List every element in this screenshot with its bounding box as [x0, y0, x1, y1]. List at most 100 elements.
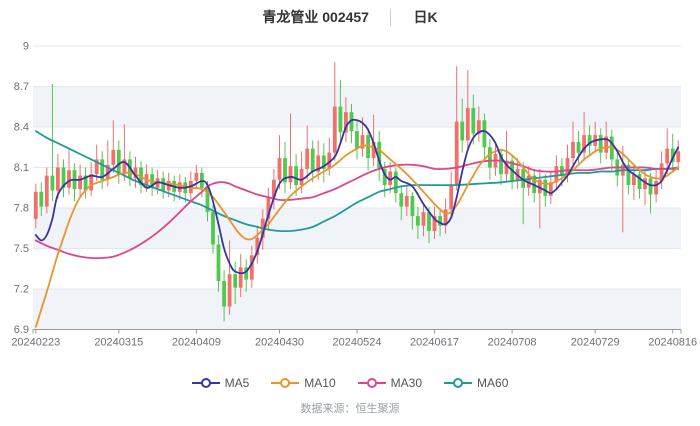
- candle-body: [632, 174, 636, 185]
- title-separator: │: [386, 9, 396, 25]
- candle-body: [249, 255, 254, 280]
- candle-body: [294, 166, 298, 186]
- candle-body: [238, 267, 243, 288]
- candle-body: [272, 179, 276, 198]
- legend-label: MA30: [390, 376, 423, 390]
- x-axis-label: 20240729: [571, 337, 620, 349]
- candle-body: [233, 274, 238, 288]
- candle-body: [61, 167, 66, 188]
- y-axis-label: 8.4: [14, 122, 29, 134]
- candle-body: [482, 120, 487, 148]
- candle-body: [465, 108, 470, 141]
- candle-body: [499, 154, 503, 175]
- candle-body: [598, 135, 603, 153]
- candle-body: [565, 158, 570, 176]
- candle-body: [83, 175, 88, 191]
- candle-body: [404, 195, 409, 207]
- candle-body: [587, 135, 592, 146]
- candle-body: [476, 120, 481, 134]
- ma-line-ma10: [34, 144, 680, 328]
- legend-marker-ma60: [444, 378, 473, 388]
- legend-label: MA5: [224, 376, 250, 390]
- x-axis-label: 20240524: [333, 337, 382, 349]
- candle-body: [316, 155, 321, 172]
- candle-body: [416, 216, 420, 226]
- candle-body: [33, 191, 38, 219]
- candle-body: [288, 166, 293, 183]
- data-source: 数据来源：恒生聚源: [300, 403, 400, 415]
- candle-body: [227, 274, 232, 307]
- candle-body: [438, 216, 442, 226]
- candle-body: [648, 178, 653, 195]
- candle-body: [659, 163, 664, 181]
- legend-item-ma30[interactable]: MA30: [357, 376, 423, 390]
- stock-name: 青龙管业: [262, 9, 319, 25]
- candle-body: [44, 175, 49, 207]
- candle-body: [211, 212, 215, 245]
- candle-body: [122, 159, 127, 175]
- candle-body: [94, 159, 99, 175]
- candle-body: [643, 178, 647, 190]
- candle-body: [382, 168, 387, 186]
- candle-body: [355, 131, 359, 149]
- ma-line-ma30: [34, 159, 680, 260]
- candle-body: [332, 106, 337, 153]
- candle-body: [432, 216, 437, 231]
- y-axis-label: 8.7: [14, 81, 29, 93]
- legend-marker-ma5: [191, 378, 220, 388]
- stock-code: 002457: [322, 9, 369, 25]
- candle-body: [116, 149, 121, 175]
- candle-body: [161, 178, 166, 191]
- legend-label: MA10: [304, 376, 336, 390]
- candle-body: [637, 174, 642, 190]
- candle-body: [504, 160, 509, 175]
- candle-body: [521, 168, 526, 188]
- candle-body: [582, 135, 586, 153]
- candle-body: [299, 168, 304, 186]
- candle-body: [327, 152, 332, 169]
- legend-item-ma10[interactable]: MA10: [271, 376, 336, 390]
- x-axis-label: 20240708: [488, 337, 537, 349]
- y-axis-label: 6.9: [14, 324, 29, 336]
- candle-body: [56, 167, 60, 191]
- candle-body: [78, 175, 82, 190]
- candle-body: [216, 244, 221, 281]
- y-axis-label: 7.5: [14, 243, 29, 255]
- ma-line-ma60: [34, 130, 680, 233]
- candle-body: [454, 121, 459, 185]
- candle-body: [654, 181, 658, 195]
- plot-band: [33, 208, 681, 249]
- candle-body: [266, 197, 271, 219]
- candle-body: [344, 112, 348, 133]
- candle-body: [67, 170, 71, 188]
- candle-body: [338, 106, 343, 133]
- x-axis-label: 20240315: [94, 337, 143, 349]
- candle-body: [194, 172, 199, 181]
- candle-body: [543, 179, 548, 196]
- candle-body: [410, 195, 415, 217]
- candle-body: [89, 174, 94, 191]
- candle-body: [443, 209, 448, 226]
- legend-marker-ma10: [271, 378, 300, 388]
- candle-body: [554, 166, 559, 183]
- candle-body: [371, 141, 376, 159]
- candle-body: [427, 212, 431, 231]
- candle-body: [393, 171, 398, 194]
- candle-body: [222, 280, 226, 307]
- legend-item-ma5[interactable]: MA5: [191, 376, 250, 390]
- period-label: 日K: [413, 9, 438, 25]
- candle-body: [205, 187, 210, 213]
- candle-body: [604, 136, 609, 153]
- candle-body: [388, 171, 393, 185]
- candle-body: [277, 158, 282, 180]
- candle-body: [111, 149, 116, 165]
- y-axis-label: 9: [23, 41, 29, 53]
- legend-item-ma60[interactable]: MA60: [444, 376, 508, 390]
- x-axis-label: 20240430: [255, 337, 304, 349]
- candle-body: [670, 148, 675, 163]
- plot-band: [33, 289, 681, 330]
- candle-body: [460, 121, 465, 141]
- candle-body: [449, 185, 454, 210]
